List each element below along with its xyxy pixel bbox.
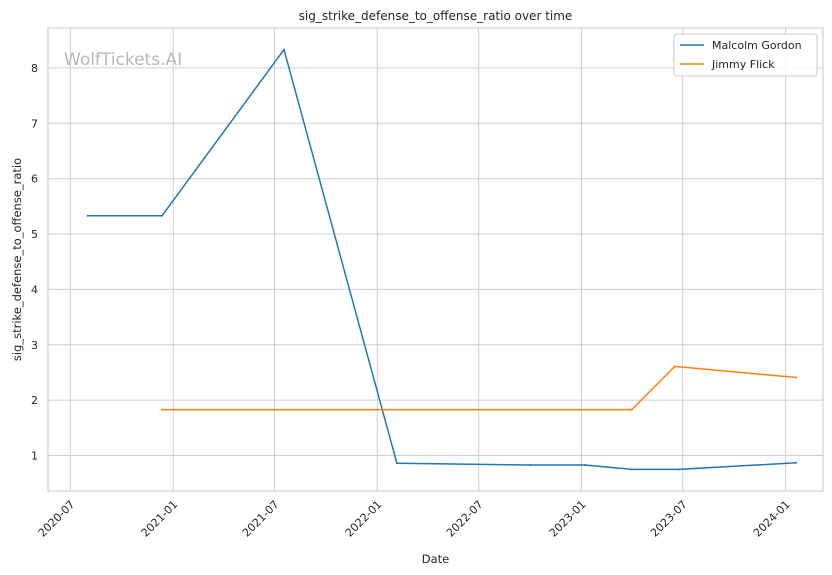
y-tick-label: 8 (31, 62, 38, 75)
x-axis-label: Date (422, 552, 450, 566)
legend-label: Jimmy Flick (711, 58, 775, 71)
series-lines (86, 48, 798, 471)
x-tick-label: 2023-07 (648, 498, 690, 540)
x-tick-label: 2022-01 (343, 498, 385, 540)
y-axis-label: sig_strike_defense_to_offense_ratio (10, 158, 24, 361)
x-tick-label: 2024-01 (751, 498, 793, 540)
x-tick-label: 2020-07 (36, 498, 78, 540)
grid (48, 28, 823, 491)
data-point (673, 365, 676, 368)
plot-frame (47, 27, 824, 492)
x-tick-label: 2021-07 (240, 498, 282, 540)
x-tick-label: 2021-01 (139, 498, 181, 540)
x-tick-labels: 2020-07 2021-01 2021-07 2022-01 2022-07 2023-… (36, 498, 793, 540)
legend-box (673, 33, 818, 77)
data-point (282, 48, 285, 51)
x-tick-label: 2022-07 (444, 498, 486, 540)
y-tick-label: 2 (31, 394, 38, 407)
y-tick-label: 5 (31, 228, 38, 241)
y-tick-label: 7 (31, 117, 38, 130)
data-point (528, 463, 531, 466)
data-point (395, 462, 398, 465)
data-point (583, 463, 586, 466)
data-point (161, 408, 164, 411)
y-tick-label: 4 (31, 283, 38, 296)
chart-title: sig_strike_defense_to_offense_ratio over… (299, 9, 573, 23)
data-point (677, 468, 680, 471)
watermark: WolfTickets.AI (64, 50, 182, 70)
y-tick-labels: 1 2 3 4 5 6 7 8 (31, 62, 38, 463)
y-tick-label: 1 (31, 450, 38, 463)
data-point (795, 461, 798, 464)
y-tick-label: 6 (31, 173, 38, 186)
data-point (630, 468, 633, 471)
data-point (630, 408, 633, 411)
series-line (87, 48, 797, 471)
y-tick-label: 3 (31, 339, 38, 352)
series-line (162, 365, 797, 411)
data-point (795, 376, 798, 379)
data-point (161, 214, 164, 217)
x-tick-label: 2023-01 (547, 498, 589, 540)
data-point (86, 214, 89, 217)
legend: Malcolm Gordon Jimmy Flick (673, 33, 818, 77)
legend-label: Malcolm Gordon (712, 39, 802, 52)
